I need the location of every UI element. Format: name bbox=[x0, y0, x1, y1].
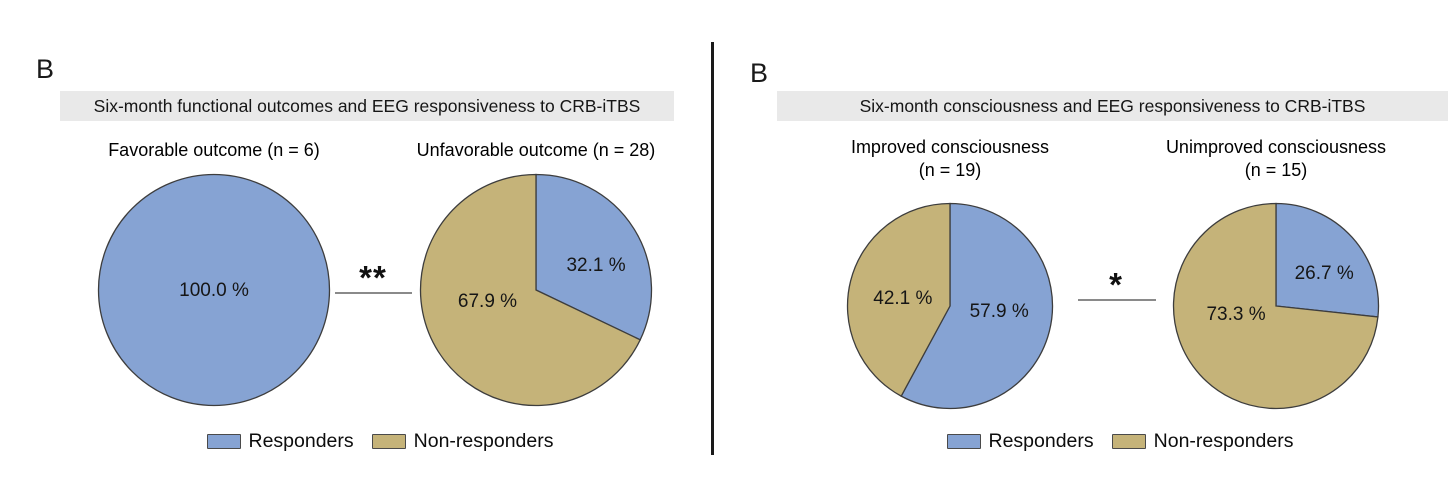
legend-left: Responders Non-responders bbox=[170, 430, 590, 453]
pie-svg bbox=[97, 173, 331, 407]
pie-chart-unfavorable-outcome: 32.1 % 67.9 % bbox=[418, 172, 654, 408]
pie-title-line: (n = 15) bbox=[1244, 160, 1308, 180]
pie-chart-favorable-outcome: 100.0 % bbox=[96, 172, 332, 408]
significance-rule-right bbox=[1078, 299, 1156, 301]
pie-slice-responders bbox=[535, 173, 653, 341]
significance-marker-right: * bbox=[1109, 266, 1123, 303]
slice-percentage-label: 100.0 % bbox=[179, 280, 249, 302]
panel-header-right: Six-month consciousness and EEG responsi… bbox=[777, 91, 1448, 121]
pie-slice-non-responders bbox=[1172, 202, 1379, 410]
slice-percentage-label: 67.9 % bbox=[457, 290, 518, 312]
pie-title-line: Improved consciousness bbox=[850, 137, 1050, 157]
pie-svg bbox=[846, 202, 1054, 410]
pie-title-improved-consciousness: Improved consciousness (n = 19) bbox=[800, 136, 1100, 182]
non-responders-swatch-icon bbox=[371, 434, 406, 449]
panel-label-left: B bbox=[36, 54, 55, 84]
pie-slice-non-responders bbox=[419, 173, 642, 407]
legend-item-responders: Responders bbox=[946, 430, 1094, 453]
pie-title-line: Unimproved consciousness bbox=[1165, 137, 1387, 157]
pie-title-unimproved-consciousness: Unimproved consciousness (n = 15) bbox=[1126, 136, 1426, 182]
responders-swatch-icon bbox=[946, 434, 981, 449]
slice-percentage-label: 73.3 % bbox=[1206, 304, 1266, 326]
slice-percentage-label: 26.7 % bbox=[1294, 263, 1354, 285]
significance-marker-left: ** bbox=[359, 259, 387, 296]
pie-title-favorable-outcome: Favorable outcome (n = 6) bbox=[64, 139, 364, 162]
pie-svg bbox=[1172, 202, 1380, 410]
legend-label: Responders bbox=[988, 430, 1094, 452]
pie-title-unfavorable-outcome: Unfavorable outcome (n = 28) bbox=[386, 139, 686, 162]
pie-slice-non-responders bbox=[846, 202, 951, 398]
pie-slice-responders bbox=[1275, 202, 1380, 318]
legend-label: Responders bbox=[248, 430, 354, 452]
pie-title-line: Unfavorable outcome (n = 28) bbox=[416, 140, 656, 160]
slice-percentage-label: 42.1 % bbox=[873, 287, 933, 309]
pie-chart-unimproved-consciousness: 26.7 % 73.3 % bbox=[1172, 202, 1380, 410]
significance-rule-left bbox=[335, 292, 412, 294]
legend-item-non-responders: Non-responders bbox=[1111, 430, 1294, 453]
legend-right: Responders Non-responders bbox=[910, 430, 1330, 453]
pie-slice-responders bbox=[97, 173, 331, 407]
slice-percentage-label: 32.1 % bbox=[566, 254, 626, 276]
non-responders-swatch-icon bbox=[1111, 434, 1146, 449]
pie-title-line: Favorable outcome (n = 6) bbox=[108, 140, 320, 160]
pie-svg bbox=[419, 173, 653, 407]
panel-header-left: Six-month functional outcomes and EEG re… bbox=[60, 91, 674, 121]
legend-item-responders: Responders bbox=[206, 430, 354, 453]
responders-swatch-icon bbox=[206, 434, 241, 449]
legend-label: Non-responders bbox=[413, 430, 554, 452]
pie-chart-improved-consciousness: 57.9 % 42.1 % bbox=[846, 202, 1054, 410]
legend-label: Non-responders bbox=[1153, 430, 1294, 452]
panel-divider bbox=[711, 42, 714, 455]
pie-title-line: (n = 19) bbox=[918, 160, 982, 180]
pie-slice-responders bbox=[900, 202, 1054, 410]
legend-item-non-responders: Non-responders bbox=[371, 430, 554, 453]
panel-label-right: B bbox=[750, 58, 769, 88]
slice-percentage-label: 57.9 % bbox=[969, 301, 1029, 323]
